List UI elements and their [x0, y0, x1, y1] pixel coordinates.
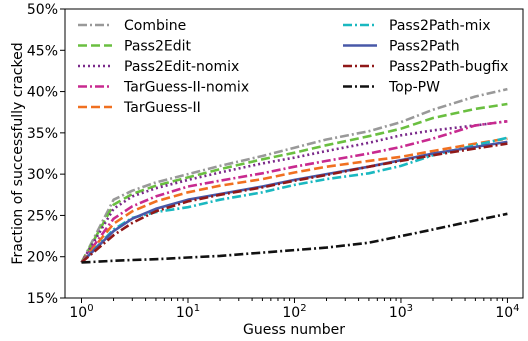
y-tick-label: 40%	[27, 85, 58, 101]
legend-label: Pass2Path-mix	[389, 18, 491, 34]
legend-label: Combine	[124, 18, 186, 34]
legend-label: Pass2Edit-nomix	[124, 59, 239, 75]
legend-item: Pass2Path	[343, 39, 460, 55]
x-tick-label: 103	[389, 303, 413, 321]
series-line-0	[80, 87, 508, 264]
series-layer	[80, 87, 508, 264]
x-tick-label: 100	[69, 303, 93, 321]
series-line-7	[80, 142, 508, 264]
legend-item: Combine	[78, 18, 186, 34]
series-line-2	[80, 120, 508, 264]
legend-label: Pass2Path-bugfix	[389, 59, 508, 75]
y-tick-label: 35%	[27, 126, 58, 142]
legend-item: TarGuess-II-nomix	[78, 80, 249, 96]
series-line-1	[80, 102, 508, 264]
y-tick-label: 50%	[27, 2, 58, 18]
y-tick-label: 45%	[27, 43, 58, 59]
legend-item: TarGuess-II	[78, 100, 201, 116]
x-tick-label: 101	[176, 303, 200, 321]
legend-label: Pass2Path	[389, 39, 460, 55]
legend-item: Pass2Path-mix	[343, 18, 491, 34]
legend-label: Top-PW	[388, 80, 440, 96]
y-tick-label: 30%	[27, 167, 58, 183]
y-tick-label: 20%	[27, 250, 58, 266]
x-tick-label: 102	[282, 303, 306, 321]
x-axis: 100 101 102 103 104	[69, 298, 520, 321]
x-tick-label: 104	[495, 303, 519, 321]
x-axis-label: Guess number	[243, 322, 345, 338]
y-axis-label: Fraction of successfully cracked	[10, 42, 26, 264]
legend: Combine Pass2Edit Pass2Edit-nomix TarGuess-…	[78, 18, 508, 116]
y-tick-label: 15%	[27, 291, 58, 307]
legend-item: Pass2Edit-nomix	[78, 59, 239, 75]
series-line-3	[80, 120, 508, 264]
legend-label: TarGuess-II	[123, 100, 201, 116]
legend-label: Pass2Edit	[124, 39, 192, 55]
series-line-8	[81, 212, 508, 264]
y-tick-label: 25%	[27, 208, 58, 224]
legend-item: Pass2Edit	[78, 39, 192, 55]
y-axis: 15% 20% 25% 30% 35% 40% 45% 50%	[27, 2, 65, 307]
legend-item: Pass2Path-bugfix	[343, 59, 508, 75]
legend-label: TarGuess-II-nomix	[123, 80, 249, 96]
series-line-4	[80, 137, 508, 264]
legend-item: Top-PW	[343, 80, 440, 96]
